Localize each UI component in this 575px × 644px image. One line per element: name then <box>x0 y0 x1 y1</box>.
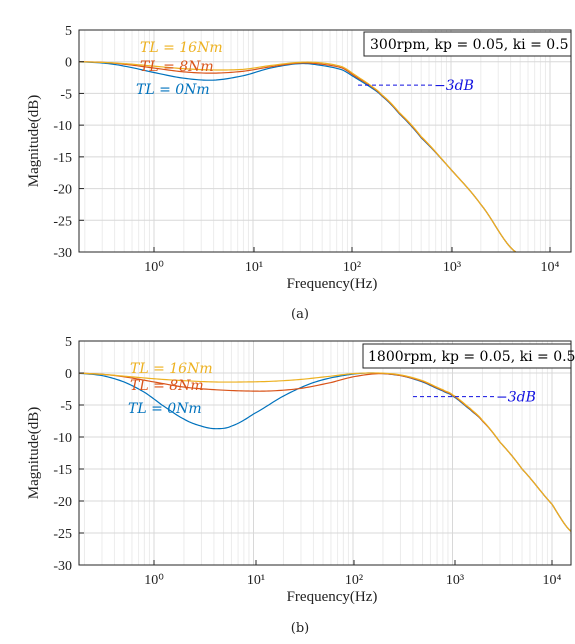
y-axis-label: Magnitude(dB) <box>26 95 42 187</box>
y-tick-label: -30 <box>53 246 72 261</box>
panel-caption: (a) <box>291 307 309 322</box>
y-tick-label: 0 <box>65 367 72 382</box>
x-tick-label: 10² <box>343 260 361 275</box>
y-tick-label: -15 <box>53 151 72 166</box>
parameter-box-text: 300rpm, kp = 0.05, ki = 0.5 <box>370 37 569 53</box>
y-tick-label: -25 <box>53 214 72 229</box>
y-axis-label: Magnitude(dB) <box>26 407 42 499</box>
parameter-box <box>363 31 572 57</box>
y-tick-label: 5 <box>65 24 72 39</box>
minus-3db-label: −3dB <box>496 390 536 406</box>
x-tick-label: 10⁰ <box>144 260 164 275</box>
y-tick-label: -30 <box>53 559 72 574</box>
axes-frame <box>78 29 572 253</box>
y-tick-label: -5 <box>60 87 72 102</box>
chart-panel-a: 5 0 -5 -10 -15 -20 -25 -30 10⁰ 10¹ 10² 10³ 10⁴ Freque… <box>26 24 572 322</box>
y-tick-label: -15 <box>53 463 72 478</box>
y-tick-label: -25 <box>53 527 72 542</box>
grid <box>79 29 571 253</box>
series-label: TL = 8Nm <box>130 378 204 394</box>
series-label: TL = 8Nm <box>140 59 214 75</box>
x-axis-label: Frequency(Hz) <box>287 589 378 605</box>
y-tick-label: 5 <box>65 335 72 350</box>
y-tick-label: 0 <box>65 56 72 71</box>
series-label: TL = 0Nm <box>136 82 210 98</box>
chart-panel-b: 5 0 -5 -10 -15 -20 -25 -30 10⁰ 10¹ 10² 10³ 10⁴ Freque… <box>26 335 575 636</box>
y-tick-label: -20 <box>53 183 72 198</box>
x-tick-label: 10¹ <box>247 573 265 588</box>
x-tick-label: 10⁴ <box>541 260 560 275</box>
y-tick-label: -10 <box>53 431 72 446</box>
y-tick-label: -10 <box>53 119 72 134</box>
axes-frame <box>78 340 572 566</box>
x-tick-label: 10³ <box>443 260 461 275</box>
series-label: TL = 0Nm <box>128 401 202 417</box>
x-tick-label: 10¹ <box>245 260 263 275</box>
x-tick-label: 10⁰ <box>144 573 164 588</box>
series-label: TL = 16Nm <box>140 40 223 56</box>
series-label: TL = 16Nm <box>130 361 213 377</box>
series-line-tl-16nm <box>79 372 571 533</box>
minus-3db-label: −3dB <box>434 78 474 94</box>
parameter-box <box>362 343 572 369</box>
x-tick-label: 10³ <box>446 573 464 588</box>
y-tick-label: -20 <box>53 495 72 510</box>
panel-caption: (b) <box>291 621 309 636</box>
x-tick-label: 10⁴ <box>543 573 562 588</box>
x-axis-label: Frequency(Hz) <box>287 276 378 292</box>
parameter-box-text: 1800rpm, kp = 0.05, ki = 0.5 <box>368 349 575 365</box>
y-tick-label: -5 <box>60 399 72 414</box>
plot-area <box>79 341 571 565</box>
x-tick-label: 10² <box>345 573 363 588</box>
series-line-tl-16nm <box>79 61 517 252</box>
